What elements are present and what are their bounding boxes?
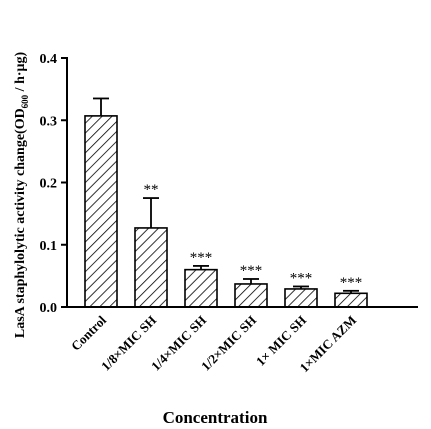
significance-label-5: ***	[340, 275, 363, 291]
bar-4	[284, 288, 318, 308]
x-axis-title: Concentration	[163, 408, 268, 427]
significance-label-2: ***	[190, 250, 213, 266]
significance-label-4: ***	[290, 270, 313, 286]
bar-3	[234, 283, 268, 308]
y-tick-label-2: 0.2	[40, 177, 58, 192]
significance-label-3: ***	[240, 263, 263, 279]
bars: ******** *** ***	[84, 97, 368, 308]
y-tick-label-4: 0.4	[40, 52, 58, 67]
y-axis-title: LasA staphylolytic activity change(OD600…	[13, 52, 30, 339]
bar-1	[134, 227, 168, 308]
category-label-0: Control	[68, 312, 109, 353]
bar-2	[184, 268, 218, 308]
significance-label-1: **	[144, 182, 159, 198]
y-tick-label-1: 0.1	[40, 239, 58, 254]
bar-0	[84, 115, 118, 308]
bar-5	[334, 292, 368, 308]
y-tick-label-0: 0.0	[40, 301, 58, 316]
y-axis-title-subscript: 600	[20, 94, 30, 108]
y-tick-label-3: 0.3	[40, 114, 58, 129]
